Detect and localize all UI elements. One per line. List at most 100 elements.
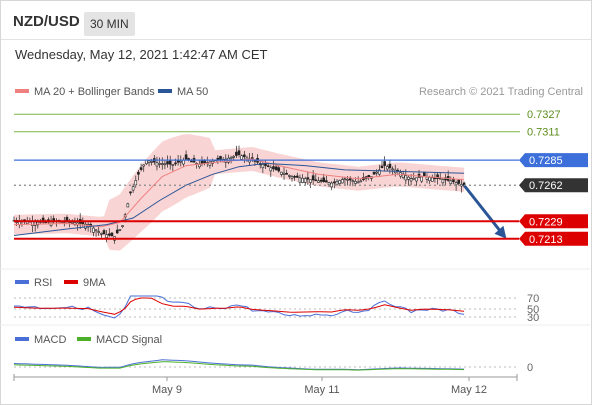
legend-ma20-swatch: [15, 89, 29, 93]
level-lines: 0.7327 0.7311 0.7285 0.7262 0.7229 0.7213: [14, 109, 588, 246]
candle-body: [454, 182, 458, 186]
macd-plot: [13, 359, 517, 371]
rsi-line: [14, 295, 465, 319]
legend-ma20-label: MA 20 + Bollinger Bands: [34, 86, 155, 98]
candle-body: [208, 161, 212, 166]
candle-body: [272, 166, 275, 170]
candle-body: [243, 154, 246, 158]
candle-body: [322, 177, 326, 183]
candle-body: [237, 150, 241, 155]
candle-body: [174, 162, 177, 165]
candle-body: [266, 165, 270, 168]
candle-body: [404, 175, 408, 181]
x-tick-label-1: May 11: [304, 384, 339, 396]
x-axis: May 9 May 11 May 12: [13, 374, 518, 396]
candle-body: [131, 186, 135, 191]
candle-body: [33, 221, 37, 226]
rsi-level-70: 70: [527, 293, 539, 305]
rsi-plot: [13, 295, 517, 319]
timeframe-badge[interactable]: 30 MIN: [84, 12, 135, 36]
candle-body: [306, 177, 310, 180]
candle-body: [314, 179, 318, 182]
candle-body: [415, 177, 418, 182]
candle-body: [190, 160, 193, 163]
chart-header: NZD/USD 30 MIN: [1, 1, 591, 40]
candle-body: [100, 233, 103, 235]
price-plot-area: [12, 134, 507, 251]
level-label-0.7327: 0.7327: [527, 109, 561, 121]
candle-body: [351, 180, 355, 182]
candle-body: [449, 180, 453, 185]
candle-body: [277, 167, 281, 172]
candle-body: [150, 161, 153, 163]
level-label-0.7213: 0.7213: [529, 234, 563, 246]
candle-body: [290, 176, 294, 179]
candle-body: [92, 227, 95, 233]
candle-body: [282, 172, 286, 175]
candle-body: [407, 176, 410, 180]
legend-rsi-swatch: [15, 280, 29, 284]
x-tick-label-2: May 12: [451, 384, 487, 396]
candle-body: [452, 178, 455, 183]
candle-body: [171, 164, 175, 166]
candle-body: [430, 177, 434, 182]
candle-body: [359, 180, 363, 183]
candle-body: [198, 164, 201, 168]
candle-body: [166, 161, 169, 165]
candle-body: [348, 178, 352, 181]
candle-body: [343, 178, 347, 180]
candle-body: [139, 167, 143, 170]
candle-body: [391, 168, 394, 171]
source-note: Research © 2021 Trading Central: [419, 86, 583, 98]
candle-body: [420, 176, 423, 182]
candle-body: [319, 179, 323, 182]
candle-body: [108, 233, 111, 236]
forecast-arrow-head: [494, 225, 507, 239]
rsi-level-30: 30: [527, 312, 539, 324]
level-tag-0.7229: [519, 214, 588, 229]
candle-body: [94, 229, 98, 232]
level-label-0.7229: 0.7229: [529, 216, 563, 228]
candle-body: [235, 151, 238, 156]
candle-body: [269, 167, 273, 172]
candle-body: [423, 171, 426, 177]
candle-body: [338, 180, 341, 184]
candle-body: [335, 181, 339, 186]
candle-body: [333, 181, 336, 184]
forecast-arrow-shaft: [462, 184, 504, 235]
candle-body: [409, 178, 413, 182]
candle-body: [375, 171, 378, 174]
candle-body: [285, 173, 288, 175]
candle-body: [340, 179, 344, 184]
level-label-0.7285: 0.7285: [529, 155, 563, 167]
macd-line: [13, 359, 465, 371]
candle-body: [354, 181, 357, 184]
candle-body: [142, 164, 146, 167]
candle-body: [412, 177, 416, 180]
level-tag-0.7285: [519, 153, 588, 168]
currency-pair-title: NZD/USD: [13, 13, 80, 30]
level-label-0.7311: 0.7311: [527, 127, 560, 139]
macd-level-0: 0: [527, 362, 533, 374]
ma20-line: [13, 158, 465, 228]
candle-body: [274, 166, 278, 171]
candle-body: [325, 180, 328, 183]
candle-body: [137, 171, 140, 175]
x-tick-label-0: May 9: [152, 384, 182, 396]
legend-rsi-label: RSI: [34, 277, 52, 289]
candle-body: [84, 223, 87, 229]
candle-body: [97, 231, 101, 233]
candle-body: [378, 169, 381, 175]
candle-body: [298, 177, 302, 183]
candle-body: [115, 229, 119, 234]
candle-body: [288, 175, 291, 177]
candle-body: [425, 176, 429, 180]
candle-body: [383, 161, 386, 166]
candle-body: [121, 225, 124, 227]
candle-body: [147, 160, 151, 163]
legend-ma50-swatch: [158, 89, 172, 93]
candle-body: [301, 177, 304, 183]
legend-ma50-label: MA 50: [177, 86, 208, 98]
